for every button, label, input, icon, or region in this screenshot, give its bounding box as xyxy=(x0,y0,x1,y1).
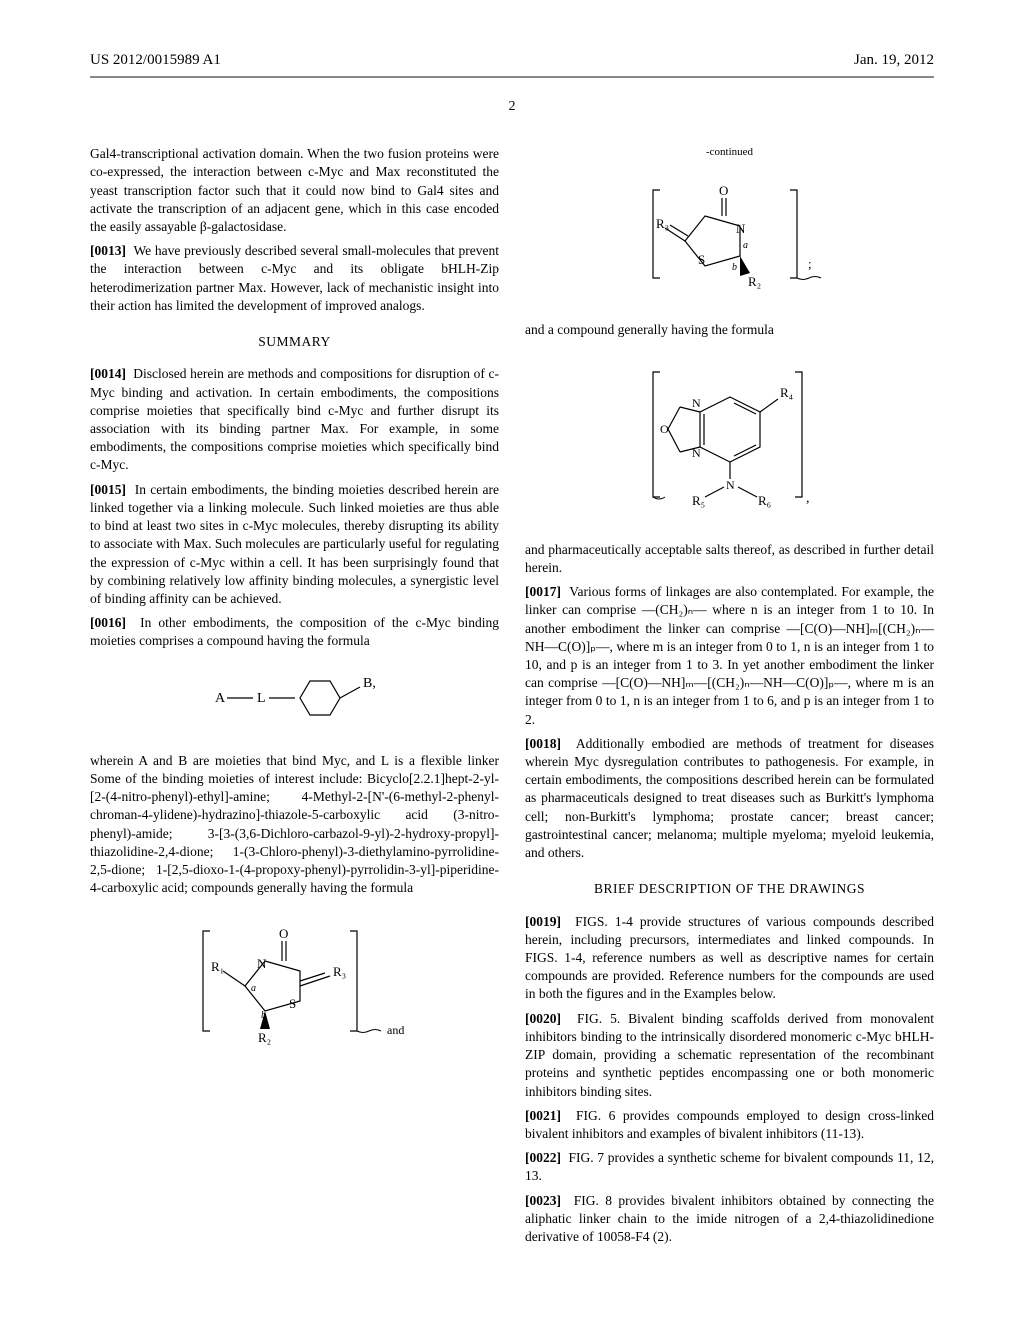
para-0014: [0014] Disclosed herein are methods and … xyxy=(90,365,499,474)
para-0013: [0013] We have previously described seve… xyxy=(90,242,499,315)
para-num: [0018] xyxy=(525,736,561,751)
svg-text:O: O xyxy=(279,926,288,941)
svg-text:A: A xyxy=(215,691,226,706)
formula-alb-svg: A L B, xyxy=(195,669,395,729)
svg-text:N: N xyxy=(726,478,735,492)
formula-benzimidazole: N N O R₄ N R₅ R₆ , xyxy=(525,357,934,522)
para-text: Disclosed herein are methods and composi… xyxy=(90,366,499,472)
svg-text:R₅: R₅ xyxy=(692,493,705,508)
right-column: -continued O N S R₃ a b xyxy=(525,145,934,1252)
formula-thiazolidine-1: O N S R₁ a b R₂ R₃ xyxy=(90,916,499,1051)
para-text: In certain embodiments, the binding moie… xyxy=(90,482,499,606)
svg-text:O: O xyxy=(660,422,669,436)
svg-text:R₄: R₄ xyxy=(780,385,794,400)
para-num: [0015] xyxy=(90,482,126,497)
drawings-heading: BRIEF DESCRIPTION OF THE DRAWINGS xyxy=(525,880,934,898)
formula-thiaz-svg-2: O N S R₃ a b R₂ ; xyxy=(610,178,850,298)
para-num: [0016] xyxy=(90,615,126,630)
svg-text:;: ; xyxy=(808,256,812,271)
page-header: US 2012/0015989 A1 Jan. 19, 2012 xyxy=(90,50,934,70)
para-0019: [0019] FIGS. 1-4 provide structures of v… xyxy=(525,913,934,1004)
para-text: Additionally embodied are methods of tre… xyxy=(525,736,934,860)
left-column: Gal4-transcriptional activation domain. … xyxy=(90,145,499,1252)
svg-text:R₃: R₃ xyxy=(333,964,346,979)
para-text: FIG. 6 provides compounds employed to de… xyxy=(525,1108,934,1141)
para-text: FIG. 7 provides a synthetic scheme for b… xyxy=(525,1150,934,1183)
para-num: [0022] xyxy=(525,1150,561,1165)
intro-paragraph: Gal4-transcriptional activation domain. … xyxy=(90,145,499,236)
para-num: [0014] xyxy=(90,366,126,381)
page-number: 2 xyxy=(90,98,934,117)
summary-heading: SUMMARY xyxy=(90,333,499,351)
para-0023: [0023] FIG. 8 provides bivalent inhibito… xyxy=(525,1192,934,1247)
para-salts: and pharmaceutically acceptable salts th… xyxy=(525,541,934,577)
svg-text:L: L xyxy=(257,691,266,706)
svg-text:,: , xyxy=(806,491,810,506)
para-0015: [0015] In certain embodiments, the bindi… xyxy=(90,481,499,609)
para-num: [0019] xyxy=(525,914,561,929)
para-text: In other embodiments, the composition of… xyxy=(90,615,499,648)
formula-thiazolidine-2: O N S R₃ a b R₂ ; xyxy=(525,178,934,303)
para-num: [0017] xyxy=(525,584,561,599)
doc-number: US 2012/0015989 A1 xyxy=(90,50,221,70)
para-num: [0013] xyxy=(90,243,126,258)
svg-text:R₁: R₁ xyxy=(211,959,224,974)
svg-text:O: O xyxy=(719,183,728,198)
formula-benz-svg: N N O R₄ N R₅ R₆ , xyxy=(610,357,850,517)
para-0018: [0018] Additionally embodied are methods… xyxy=(525,735,934,863)
para-text: FIG. 8 provides bivalent inhibitors obta… xyxy=(525,1193,934,1244)
svg-text:R₂: R₂ xyxy=(258,1030,271,1045)
svg-text:a: a xyxy=(251,983,256,994)
formula-thiaz-svg-1: O N S R₁ a b R₂ R₃ xyxy=(165,916,425,1046)
para-0017: [0017] Various forms of linkages are als… xyxy=(525,583,934,729)
body-columns: Gal4-transcriptional activation domain. … xyxy=(90,145,934,1252)
para-text: We have previously described several sma… xyxy=(90,243,499,313)
para-0022: [0022] FIG. 7 provides a synthetic schem… xyxy=(525,1149,934,1185)
svg-text:a: a xyxy=(743,240,748,251)
para-0021: [0021] FIG. 6 provides compounds employe… xyxy=(525,1107,934,1143)
svg-text:R₆: R₆ xyxy=(758,493,771,508)
svg-text:R₃: R₃ xyxy=(656,216,669,231)
svg-text:N: N xyxy=(736,221,746,236)
svg-text:R₂: R₂ xyxy=(748,274,761,289)
para-text: FIG. 5. Bivalent binding scaffolds deriv… xyxy=(525,1011,934,1099)
para-0016b: wherein A and B are moieties that bind M… xyxy=(90,752,499,898)
svg-text:S: S xyxy=(289,996,296,1011)
svg-text:N: N xyxy=(257,956,267,971)
svg-text:b: b xyxy=(732,262,737,273)
para-num: [0020] xyxy=(525,1011,561,1026)
formula-alb: A L B, xyxy=(90,669,499,734)
para-text: FIGS. 1-4 provide structures of various … xyxy=(525,914,934,1002)
para-text: Various forms of linkages are also conte… xyxy=(525,584,934,727)
page: US 2012/0015989 A1 Jan. 19, 2012 2 Gal4-… xyxy=(0,0,1024,1302)
para-num: [0023] xyxy=(525,1193,561,1208)
svg-text:S: S xyxy=(698,252,705,267)
header-rule xyxy=(90,76,934,78)
svg-text:N: N xyxy=(692,396,701,410)
para-0016: [0016] In other embodiments, the composi… xyxy=(90,614,499,650)
svg-text:and: and xyxy=(387,1023,404,1037)
svg-text:B,: B, xyxy=(363,676,376,691)
svg-text:N: N xyxy=(692,446,701,460)
para-num: [0021] xyxy=(525,1108,561,1123)
doc-date: Jan. 19, 2012 xyxy=(854,50,934,70)
para-after-struct: and a compound generally having the form… xyxy=(525,321,934,339)
continued-label: -continued xyxy=(525,145,934,160)
para-0020: [0020] FIG. 5. Bivalent binding scaffold… xyxy=(525,1010,934,1101)
